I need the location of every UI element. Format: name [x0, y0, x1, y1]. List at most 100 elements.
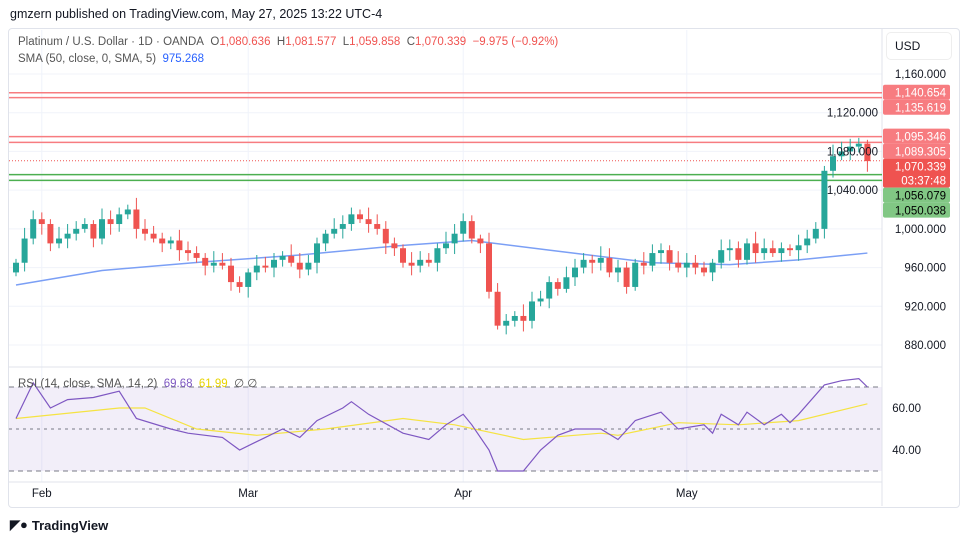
candle-body — [589, 259, 596, 263]
candle-body — [787, 248, 793, 251]
price-tick-label: 960.000 — [904, 263, 946, 275]
close-label: C — [406, 36, 416, 48]
candle — [787, 244, 793, 256]
candle — [847, 138, 854, 161]
candle-body — [486, 243, 492, 292]
candle — [709, 258, 716, 282]
candle-body — [683, 262, 690, 268]
candle — [692, 254, 699, 275]
level-price-label-bg — [883, 187, 950, 203]
candle-body — [563, 277, 570, 289]
candle — [228, 257, 234, 291]
candle-body — [537, 298, 544, 302]
candle-body — [735, 248, 742, 260]
candle-body — [73, 228, 80, 234]
candle — [615, 259, 621, 283]
candle-body — [142, 228, 148, 234]
candle-body — [271, 259, 277, 268]
rsi-line — [15, 377, 868, 472]
candle — [348, 207, 355, 231]
rsi-legend[interactable]: RSI (14, close, SMA, 14, 2) 69.68 61.99 … — [18, 376, 257, 390]
candle-body — [331, 228, 338, 234]
candle — [73, 221, 80, 241]
candle-body — [640, 262, 647, 266]
candle — [597, 246, 604, 271]
candle — [451, 224, 458, 255]
candle — [640, 252, 647, 275]
currency-button[interactable]: USD — [886, 32, 952, 60]
candle — [778, 242, 785, 262]
candle-body — [99, 219, 105, 239]
candle-body — [812, 228, 819, 239]
candle-body — [262, 265, 269, 268]
close-value: 1,070.339 — [415, 36, 467, 48]
candle — [296, 253, 303, 279]
countdown-label: 03:37:48 — [901, 176, 946, 188]
candle — [589, 254, 596, 274]
symbol-title: Platinum / U.S. Dollar · 1D · OANDA — [18, 36, 204, 48]
candle-body — [236, 282, 243, 287]
high-value: 1,081.577 — [285, 36, 337, 48]
rsi-signal-value: 61.99 — [198, 378, 228, 390]
brand-name: TradingView — [31, 517, 109, 533]
level-price-label-bg — [883, 84, 950, 100]
time-tick-label: Mar — [238, 488, 258, 500]
open-label: O — [210, 36, 220, 48]
candle — [735, 241, 742, 268]
candle — [718, 239, 725, 269]
candle-body — [666, 250, 673, 263]
candle — [580, 253, 587, 274]
candle-body — [348, 214, 355, 225]
high-label: H — [276, 36, 286, 48]
candle-body — [13, 262, 19, 273]
candle — [494, 283, 501, 330]
candle — [658, 243, 664, 264]
candle — [752, 231, 759, 263]
level-price-label-bg — [883, 128, 950, 144]
candle-body — [795, 245, 802, 251]
candle — [116, 207, 123, 232]
price-tick-label: 1,160.000 — [895, 69, 946, 81]
candle-body — [314, 243, 320, 263]
sma-line — [15, 239, 868, 286]
candle-body — [305, 262, 312, 270]
level-price-label: 1,089.305 — [895, 147, 946, 159]
candle — [701, 261, 707, 277]
candle — [150, 225, 157, 243]
candle-body — [21, 238, 28, 263]
candle — [64, 224, 71, 249]
candle-body — [726, 248, 733, 251]
candle — [795, 234, 802, 261]
candle — [830, 144, 836, 178]
candle — [503, 314, 510, 335]
tradingview-logo-icon: ◤● — [10, 517, 28, 532]
candle — [30, 210, 37, 245]
level-price-label-bg — [883, 143, 950, 159]
candle-body — [133, 209, 140, 229]
candle-body — [56, 238, 62, 244]
candle — [486, 232, 492, 299]
candle — [271, 253, 277, 278]
candle — [365, 207, 372, 233]
candle — [623, 261, 630, 294]
sma-legend[interactable]: SMA (50, close, 0, SMA, 5) 975.268 — [18, 53, 204, 65]
candle — [675, 251, 682, 273]
candle-body — [425, 259, 432, 263]
candle-body — [185, 250, 191, 254]
candle — [279, 251, 286, 267]
candle-body — [279, 255, 286, 260]
candle-body — [253, 265, 260, 273]
candle-body — [443, 243, 449, 249]
candle-body — [511, 315, 518, 321]
candle — [726, 239, 733, 261]
tradingview-logo[interactable]: ◤● TradingView — [10, 517, 108, 533]
candle-body — [864, 143, 871, 162]
candle-body — [116, 214, 123, 225]
candle-body — [701, 267, 707, 273]
candle-body — [778, 248, 785, 254]
candle — [142, 219, 148, 241]
candle — [649, 244, 656, 272]
candle — [632, 258, 639, 291]
candle-body — [219, 262, 226, 266]
